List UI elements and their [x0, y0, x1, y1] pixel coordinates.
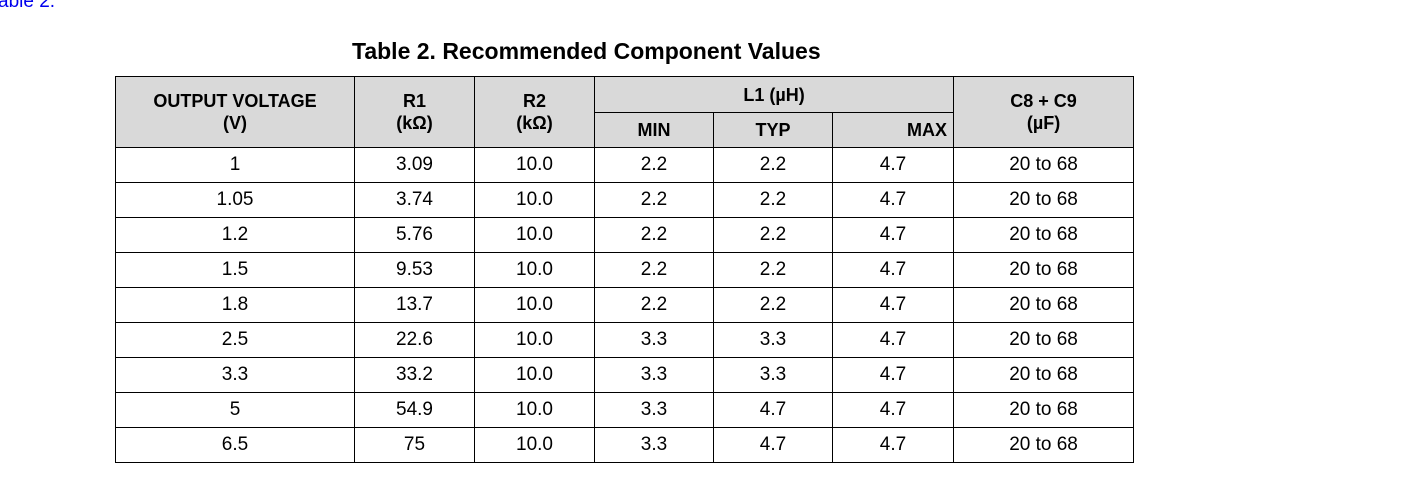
cell-l1-max: 4.7 [831, 322, 955, 358]
cell-c8-c9: 20 to 68 [953, 182, 1135, 218]
cell-l1-typ: 2.2 [713, 287, 833, 323]
cell-l1-max: 4.7 [831, 392, 955, 428]
cell-l1-min: 2.2 [594, 252, 714, 288]
header-l1-min: MIN [594, 112, 714, 148]
cell-c8-c9: 20 to 68 [953, 357, 1135, 393]
cell-output-voltage: 1.05 [115, 182, 355, 218]
header-output-voltage-line1: OUTPUT VOLTAGE [153, 91, 317, 111]
cell-r1: 3.09 [354, 147, 475, 183]
table-row: 2.5 22.6 10.0 3.3 3.3 4.7 20 to 68 [115, 322, 1135, 358]
cell-output-voltage: 3.3 [115, 357, 355, 393]
header-r1: R1 (kΩ) [354, 76, 475, 148]
cell-l1-min: 2.2 [594, 217, 714, 253]
header-l1-max: MAX [831, 112, 955, 148]
cell-l1-min: 3.3 [594, 392, 714, 428]
cell-r1: 9.53 [354, 252, 475, 288]
table-row: 1.2 5.76 10.0 2.2 2.2 4.7 20 to 68 [115, 217, 1135, 253]
table-2-link[interactable]: able 2. [0, 0, 56, 12]
table-row: 1.05 3.74 10.0 2.2 2.2 4.7 20 to 68 [115, 182, 1135, 218]
table-body: 1 3.09 10.0 2.2 2.2 4.7 20 to 68 1.05 3.74 10.0 2.… [115, 147, 1135, 463]
table-row: 1.8 13.7 10.0 2.2 2.2 4.7 20 to 68 [115, 287, 1135, 323]
header-c8-c9: C8 + C9 (µF) [953, 76, 1135, 148]
table-row: 6.5 75 10.0 3.3 4.7 4.7 20 to 68 [115, 427, 1135, 463]
cell-l1-min: 2.2 [594, 287, 714, 323]
cell-l1-typ: 2.2 [713, 217, 833, 253]
cell-l1-typ: 2.2 [713, 147, 833, 183]
cell-l1-min: 3.3 [594, 322, 714, 358]
cell-l1-typ: 3.3 [713, 357, 833, 393]
cell-l1-max: 4.7 [831, 182, 955, 218]
cell-r2: 10.0 [474, 392, 595, 428]
cell-r1: 13.7 [354, 287, 475, 323]
header-c8-c9-line1: C8 + C9 [1010, 91, 1077, 111]
header-r1-line2: (kΩ) [396, 113, 433, 133]
cell-c8-c9: 20 to 68 [953, 427, 1135, 463]
cell-output-voltage: 1.8 [115, 287, 355, 323]
table-row: 1 3.09 10.0 2.2 2.2 4.7 20 to 68 [115, 147, 1135, 183]
cell-output-voltage: 2.5 [115, 322, 355, 358]
table-row: 3.3 33.2 10.0 3.3 3.3 4.7 20 to 68 [115, 357, 1135, 393]
cell-c8-c9: 20 to 68 [953, 322, 1135, 358]
cell-output-voltage: 1.2 [115, 217, 355, 253]
cell-r2: 10.0 [474, 287, 595, 323]
cell-c8-c9: 20 to 68 [953, 252, 1135, 288]
header-c8-c9-line2: (µF) [1026, 113, 1061, 133]
cell-r1: 33.2 [354, 357, 475, 393]
cell-c8-c9: 20 to 68 [953, 392, 1135, 428]
header-r2-line1: R2 [522, 91, 546, 111]
cell-r2: 10.0 [474, 322, 595, 358]
cell-l1-max: 4.7 [831, 427, 955, 463]
cell-l1-typ: 2.2 [713, 182, 833, 218]
cell-l1-min: 2.2 [594, 147, 714, 183]
component-values-table: OUTPUT VOLTAGE (V) R1 (kΩ) R2 (kΩ) L1 (µ… [115, 76, 1135, 463]
header-l1: L1 (µH) [593, 76, 955, 113]
cell-r1: 54.9 [354, 392, 475, 428]
cell-output-voltage: 5 [115, 392, 355, 428]
header-r2: R2 (kΩ) [474, 76, 595, 148]
header-output-voltage: OUTPUT VOLTAGE (V) [115, 76, 355, 148]
cell-r2: 10.0 [474, 252, 595, 288]
cell-r1: 5.76 [354, 217, 475, 253]
cell-l1-typ: 2.2 [713, 252, 833, 288]
cell-r1: 22.6 [354, 322, 475, 358]
header-l1-typ: TYP [713, 112, 833, 148]
cell-c8-c9: 20 to 68 [953, 217, 1135, 253]
cell-r1: 75 [354, 427, 475, 463]
cell-l1-max: 4.7 [831, 252, 955, 288]
cell-r2: 10.0 [474, 427, 595, 463]
cell-l1-typ: 3.3 [713, 322, 833, 358]
cell-r2: 10.0 [474, 182, 595, 218]
table-row: 1.5 9.53 10.0 2.2 2.2 4.7 20 to 68 [115, 252, 1135, 288]
cell-r2: 10.0 [474, 217, 595, 253]
cell-c8-c9: 20 to 68 [953, 287, 1135, 323]
cell-l1-typ: 4.7 [713, 392, 833, 428]
cell-l1-min: 3.3 [594, 427, 714, 463]
cell-r1: 3.74 [354, 182, 475, 218]
cell-l1-min: 2.2 [594, 182, 714, 218]
header-output-voltage-line2: (V) [223, 113, 247, 133]
table-row: 5 54.9 10.0 3.3 4.7 4.7 20 to 68 [115, 392, 1135, 428]
cell-c8-c9: 20 to 68 [953, 147, 1135, 183]
cell-l1-max: 4.7 [831, 357, 955, 393]
cell-l1-max: 4.7 [831, 287, 955, 323]
cell-l1-typ: 4.7 [713, 427, 833, 463]
header-r2-line2: (kΩ) [516, 113, 553, 133]
cell-r2: 10.0 [474, 357, 595, 393]
table-caption: Table 2. Recommended Component Values [352, 38, 821, 64]
cell-r2: 10.0 [474, 147, 595, 183]
cell-l1-max: 4.7 [831, 147, 955, 183]
cell-output-voltage: 1 [115, 147, 355, 183]
cell-output-voltage: 6.5 [115, 427, 355, 463]
cell-l1-min: 3.3 [594, 357, 714, 393]
header-r1-line1: R1 [402, 91, 426, 111]
cell-l1-max: 4.7 [831, 217, 955, 253]
cell-output-voltage: 1.5 [115, 252, 355, 288]
